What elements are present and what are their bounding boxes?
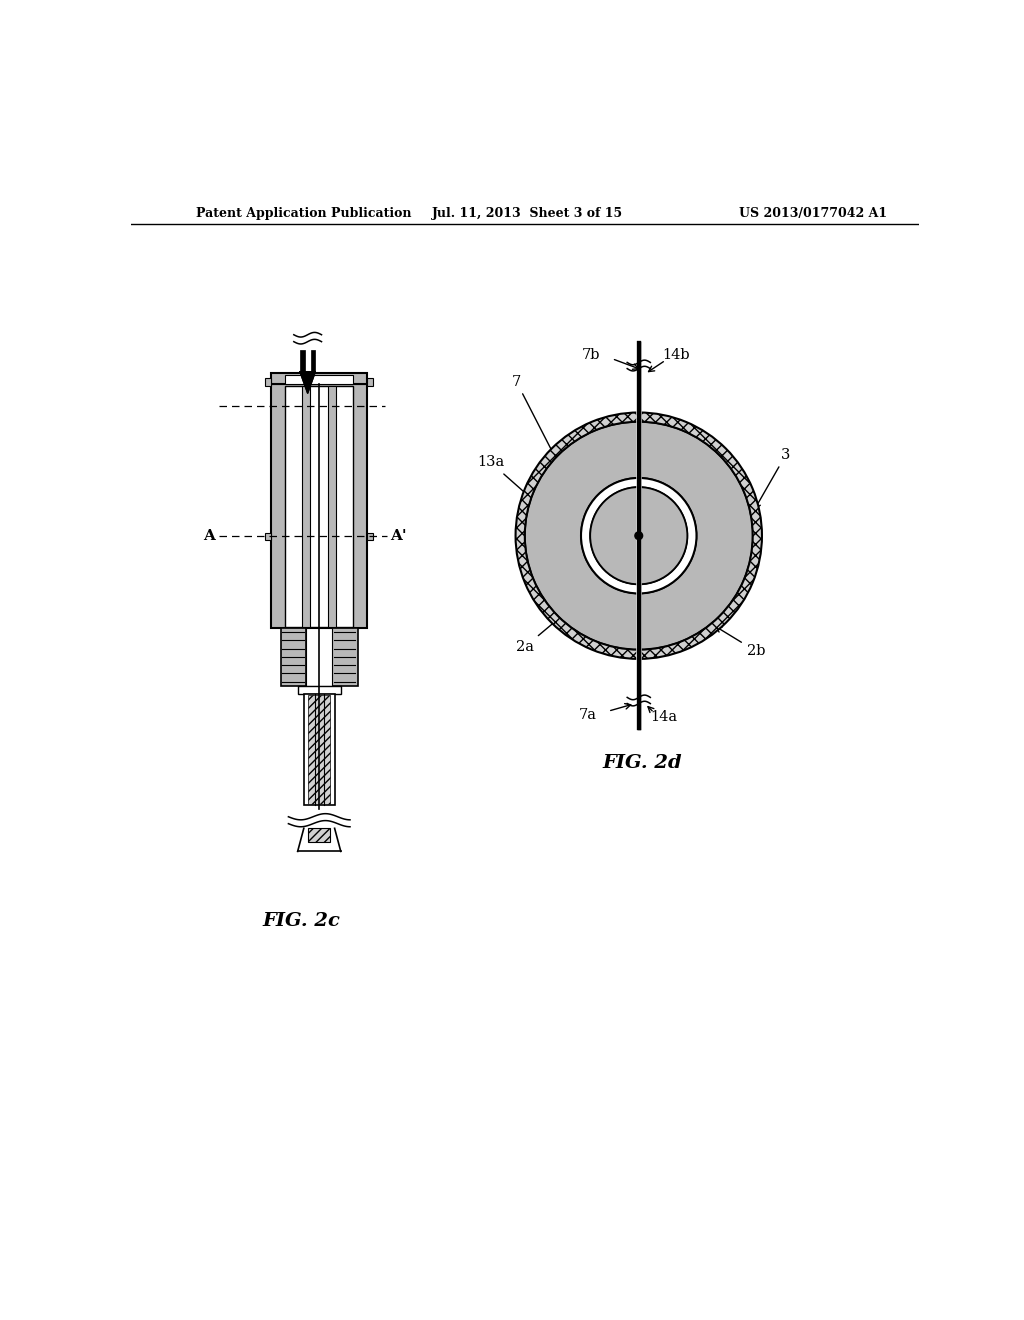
Text: FIG. 2d: FIG. 2d bbox=[603, 754, 682, 772]
Text: 7a: 7a bbox=[579, 708, 596, 722]
Bar bbox=[367, 378, 373, 385]
Text: 13a: 13a bbox=[477, 455, 536, 502]
Bar bbox=[304, 693, 335, 805]
Wedge shape bbox=[524, 422, 753, 649]
Bar bbox=[333, 628, 357, 686]
Text: Jul. 11, 2013  Sheet 3 of 15: Jul. 11, 2013 Sheet 3 of 15 bbox=[432, 207, 624, 220]
Text: 14b: 14b bbox=[662, 347, 689, 362]
Bar bbox=[265, 533, 271, 540]
Bar bbox=[286, 375, 353, 384]
Bar bbox=[302, 385, 310, 627]
Bar bbox=[271, 374, 367, 384]
Bar bbox=[286, 385, 353, 627]
Text: A': A' bbox=[390, 529, 407, 544]
Bar bbox=[308, 829, 330, 842]
Wedge shape bbox=[515, 412, 762, 659]
Bar bbox=[329, 385, 336, 627]
Wedge shape bbox=[581, 478, 696, 594]
Bar bbox=[367, 533, 373, 540]
Text: FIG. 2c: FIG. 2c bbox=[262, 912, 340, 929]
Text: 7b: 7b bbox=[582, 347, 600, 362]
Bar bbox=[308, 696, 330, 804]
Bar bbox=[271, 384, 367, 628]
Circle shape bbox=[590, 487, 687, 585]
Bar bbox=[281, 628, 306, 686]
Bar bbox=[310, 350, 315, 372]
Bar bbox=[265, 378, 271, 385]
Bar bbox=[300, 350, 304, 372]
Text: US 2013/0177042 A1: US 2013/0177042 A1 bbox=[739, 207, 887, 220]
Text: Patent Application Publication: Patent Application Publication bbox=[196, 207, 412, 220]
Polygon shape bbox=[300, 372, 315, 393]
Text: 2b: 2b bbox=[716, 627, 765, 659]
Text: 7: 7 bbox=[512, 375, 556, 458]
Bar bbox=[298, 686, 341, 693]
Bar bbox=[306, 628, 333, 686]
Text: 14a: 14a bbox=[650, 710, 678, 723]
Text: 2a: 2a bbox=[515, 615, 562, 655]
Text: A: A bbox=[204, 529, 215, 544]
Circle shape bbox=[635, 532, 643, 540]
Text: 3: 3 bbox=[755, 447, 791, 508]
